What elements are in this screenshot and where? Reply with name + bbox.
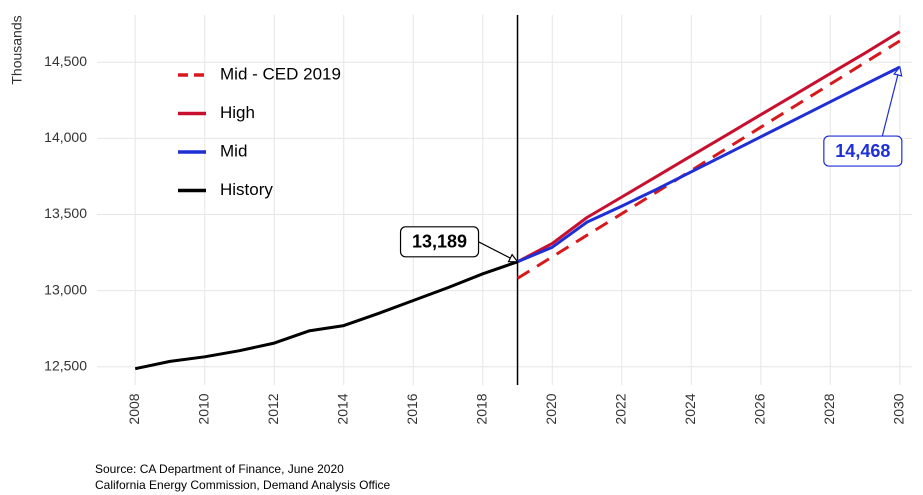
y-tick-label: 14,500 [44, 53, 87, 69]
arrow-head [507, 253, 519, 263]
source-line: California Energy Commission, Demand Ana… [95, 478, 391, 492]
legend-label: Mid - CED 2019 [220, 64, 341, 83]
series-line [516, 65, 901, 264]
x-tick-label: 2010 [195, 393, 211, 424]
x-tick-label: 2018 [473, 393, 489, 424]
x-tick-label: 2014 [334, 393, 350, 424]
y-tick-label: 14,000 [44, 129, 87, 145]
annotation-box [399, 226, 480, 258]
annotation-label: 13,189 [412, 232, 467, 252]
legend-label: History [220, 180, 273, 199]
arrow-head [892, 65, 903, 77]
source-line: Source: CA Department of Finance, June 2… [95, 462, 344, 476]
legend-label: High [220, 103, 255, 122]
annotation-label: 14,468 [835, 141, 890, 161]
series-line [516, 30, 901, 264]
series-line [516, 39, 901, 280]
y-tick-label: 13,000 [44, 281, 87, 297]
x-tick-label: 2024 [682, 393, 698, 424]
x-tick-label: 2030 [891, 393, 907, 424]
x-tick-label: 2016 [404, 393, 420, 424]
x-tick-label: 2026 [752, 393, 768, 424]
x-tick-label: 2028 [821, 393, 837, 424]
x-tick-label: 2008 [126, 393, 142, 424]
annotation-arrow [881, 66, 901, 137]
y-axis-label: Thousands [9, 15, 25, 84]
x-tick-label: 2020 [543, 393, 559, 424]
x-tick-label: 2022 [613, 393, 629, 424]
legend-label: Mid [220, 141, 247, 160]
y-tick-label: 12,500 [44, 357, 87, 373]
y-tick-label: 13,500 [44, 205, 87, 221]
series-line [134, 260, 518, 371]
x-tick-label: 2012 [265, 393, 281, 424]
annotation-box [823, 135, 903, 167]
